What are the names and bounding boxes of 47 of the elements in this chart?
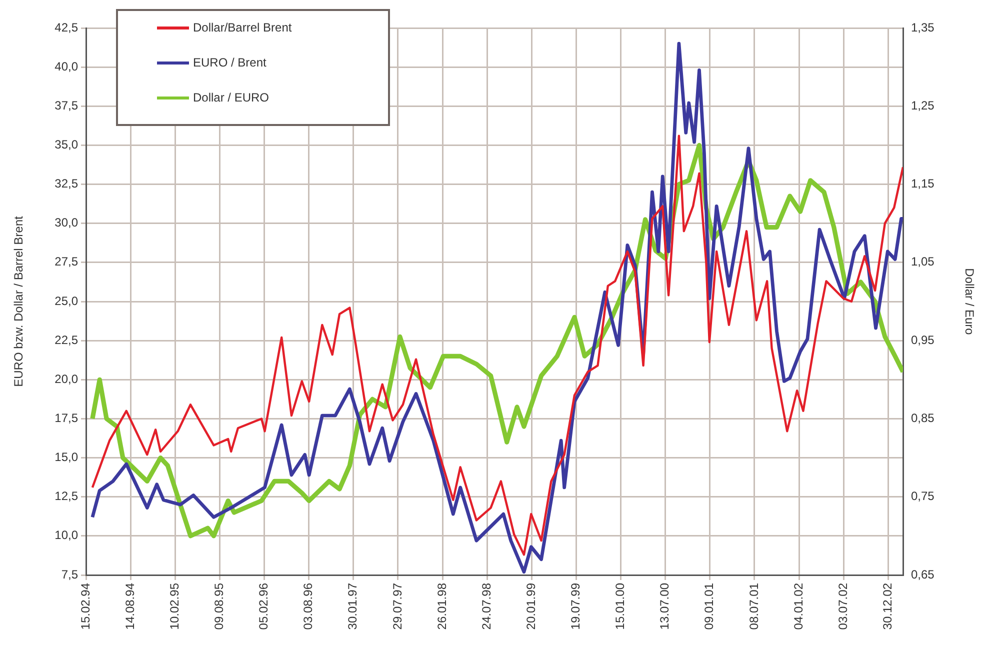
- x-tick-label: 13.07.00: [658, 582, 672, 630]
- y-tick-label: 12,5: [54, 489, 78, 504]
- y2-tick-label: 1,25: [911, 98, 935, 112]
- x-tick-label: 15.02.94: [78, 582, 92, 630]
- legend-label: EURO / Brent: [193, 55, 268, 70]
- y2-tick-label: 0,95: [911, 332, 935, 347]
- x-tick-label: 19.07.99: [568, 582, 583, 630]
- x-tick-label: 29.07.97: [390, 582, 404, 630]
- x-tick-label: 03.07.02: [836, 582, 850, 630]
- x-tick-label: 09.01.01: [702, 582, 716, 630]
- y-tick-label: 40,0: [54, 59, 78, 74]
- y-axis-title: EURO bzw. Dollar / Barrel Brent: [12, 215, 26, 387]
- y-tick-label: 7,5: [61, 567, 78, 582]
- x-tick-label: 24.07.98: [479, 582, 494, 630]
- y-tick-label: 27,5: [54, 254, 78, 269]
- x-tick-label: 05.02.96: [256, 582, 271, 630]
- y2-axis-title: Dollar / Euro: [962, 268, 976, 336]
- y-tick-label: 10,0: [54, 528, 78, 542]
- y2-tick-label: 0,85: [911, 411, 935, 426]
- y-tick-label: 25,0: [54, 294, 78, 308]
- y-tick-label: 35,0: [54, 138, 78, 152]
- x-tick-label: 08.07.01: [746, 582, 761, 630]
- y-tick-label: 22,5: [54, 332, 78, 347]
- x-tick-label: 15.01.00: [613, 582, 628, 630]
- x-tick-label: 03.08.96: [301, 582, 316, 630]
- x-tick-label: 20.01.99: [524, 582, 538, 630]
- x-tick-label: 30.01.97: [346, 582, 360, 630]
- x-tick-label: 09.08.95: [212, 582, 226, 630]
- x-tick-label: 14.08.94: [122, 582, 137, 630]
- y-tick-label: 20,0: [54, 372, 78, 386]
- legend-label: Dollar/Barrel Brent: [193, 20, 292, 34]
- y2-tick-label: 1,05: [911, 254, 935, 269]
- y-tick-label: 30,0: [54, 216, 78, 230]
- y-tick-label: 17,5: [54, 411, 78, 426]
- y2-tick-label: 0,65: [911, 567, 935, 582]
- x-tick-label: 10.02.95: [167, 582, 182, 630]
- y2-tick-label: 0,75: [911, 489, 935, 504]
- y-tick-label: 42,5: [54, 20, 78, 34]
- y-tick-label: 32,5: [54, 176, 78, 191]
- y-tick-label: 37,5: [54, 98, 78, 112]
- x-tick-label: 30.12.02: [880, 582, 894, 630]
- x-tick-label: 04.01.02: [791, 582, 806, 630]
- y2-tick-label: 1,35: [911, 20, 935, 34]
- x-tick-label: 26.01.98: [435, 582, 450, 630]
- y-tick-label: 15,0: [54, 450, 78, 464]
- legend-label: Dollar / EURO: [193, 90, 270, 104]
- y2-tick-label: 1,15: [911, 176, 935, 191]
